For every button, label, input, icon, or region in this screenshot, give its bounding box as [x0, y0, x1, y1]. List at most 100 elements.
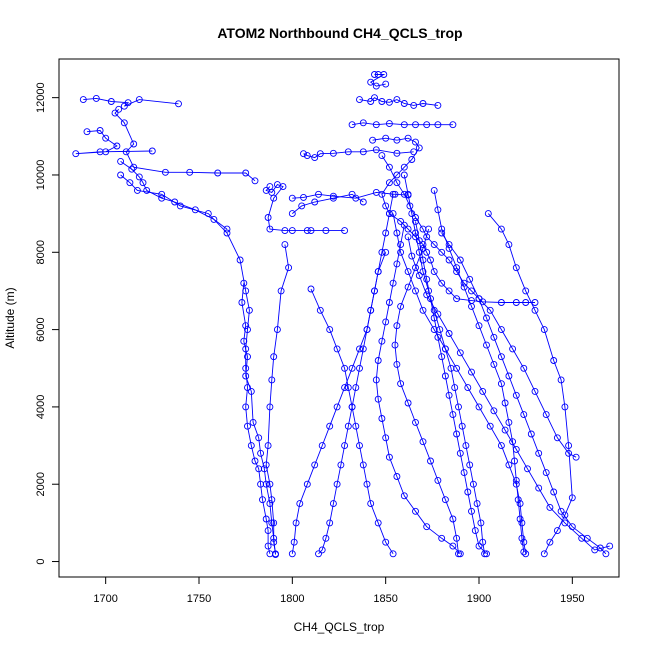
- data-point: [415, 248, 423, 256]
- data-point: [466, 275, 474, 283]
- data-point: [244, 422, 251, 430]
- data-point: [329, 194, 337, 202]
- data-point: [378, 152, 386, 160]
- x-axis: 1700 1750 1800 1850 1900 1950: [93, 576, 585, 605]
- series-line: [407, 236, 610, 551]
- data-point: [518, 519, 526, 527]
- data-point: [518, 534, 526, 542]
- data-point: [191, 206, 199, 214]
- data-point: [460, 283, 468, 291]
- data-point: [385, 453, 393, 461]
- data-point: [372, 146, 380, 154]
- data-point: [329, 149, 337, 157]
- data-point: [436, 326, 444, 334]
- data-point: [434, 101, 442, 109]
- data-point: [204, 210, 212, 218]
- data-point: [348, 190, 356, 198]
- y-tick-label: 8000: [35, 240, 47, 264]
- plot-frame: [58, 58, 620, 578]
- data-point: [367, 78, 375, 86]
- data-point: [531, 387, 539, 395]
- data-point: [419, 268, 427, 276]
- data-point: [391, 190, 399, 198]
- data-point: [344, 148, 352, 156]
- data-point: [259, 496, 266, 504]
- data-point: [385, 120, 393, 128]
- data-point: [126, 179, 134, 187]
- data-point: [372, 121, 380, 129]
- data-point: [367, 500, 375, 508]
- data-point: [512, 299, 520, 306]
- data-point: [371, 71, 378, 78]
- data-point: [296, 500, 304, 508]
- series-line: [359, 97, 438, 106]
- series-line: [265, 244, 290, 554]
- data-point: [279, 183, 287, 191]
- data-point: [316, 150, 324, 158]
- x-tick-label: 1950: [560, 593, 584, 605]
- data-point: [415, 144, 423, 152]
- series-profile-7: [262, 181, 349, 235]
- data-point: [468, 368, 475, 376]
- data-point: [385, 210, 393, 218]
- data-point: [382, 318, 390, 326]
- data-point: [415, 237, 423, 245]
- data-point: [425, 287, 433, 295]
- data-point: [318, 546, 326, 554]
- data-point: [527, 430, 535, 438]
- data-point: [378, 190, 386, 198]
- data-point: [456, 550, 464, 558]
- data-point: [264, 442, 272, 450]
- data-point: [466, 461, 474, 469]
- data-point: [546, 503, 554, 511]
- data-point: [322, 534, 330, 542]
- data-point: [270, 538, 278, 546]
- series-line: [415, 221, 487, 555]
- data-point: [236, 256, 244, 264]
- data-point: [329, 192, 337, 200]
- data-point: [430, 268, 438, 276]
- data-point: [389, 550, 397, 558]
- data-point: [374, 395, 382, 403]
- data-point: [378, 248, 386, 256]
- data-point: [497, 353, 505, 361]
- data-point: [115, 105, 123, 113]
- series-profile-8: [300, 146, 418, 162]
- data-point: [430, 241, 438, 249]
- data-point: [240, 279, 248, 287]
- data-point: [266, 225, 274, 233]
- data-point: [382, 434, 390, 442]
- y-tick-label: 2000: [35, 472, 47, 496]
- data-point: [441, 372, 449, 380]
- data-point: [96, 148, 104, 156]
- series-line: [75, 130, 153, 155]
- data-point: [374, 357, 382, 364]
- data-point: [430, 186, 438, 194]
- data-point: [453, 264, 461, 272]
- data-point: [382, 134, 390, 142]
- data-point: [419, 256, 427, 264]
- data-point: [475, 295, 483, 303]
- data-point: [578, 534, 586, 542]
- data-point: [481, 550, 489, 558]
- data-point: [434, 206, 442, 214]
- series-profile-5: [117, 171, 274, 558]
- data-point: [371, 94, 378, 102]
- data-point: [423, 523, 431, 531]
- data-point: [277, 287, 285, 295]
- series-line: [241, 283, 276, 555]
- data-point: [83, 128, 91, 136]
- data-point: [400, 100, 408, 107]
- data-point: [412, 138, 419, 146]
- data-point: [455, 403, 462, 411]
- series-line: [352, 122, 453, 126]
- data-point: [397, 302, 405, 310]
- data-point: [483, 314, 490, 322]
- data-point: [245, 306, 253, 314]
- series-line: [310, 288, 394, 555]
- series-profile-26: [288, 190, 397, 558]
- data-point: [135, 96, 143, 104]
- series-profile-1: [79, 94, 182, 110]
- x-tick-label: 1900: [467, 593, 491, 605]
- data-point: [393, 171, 401, 179]
